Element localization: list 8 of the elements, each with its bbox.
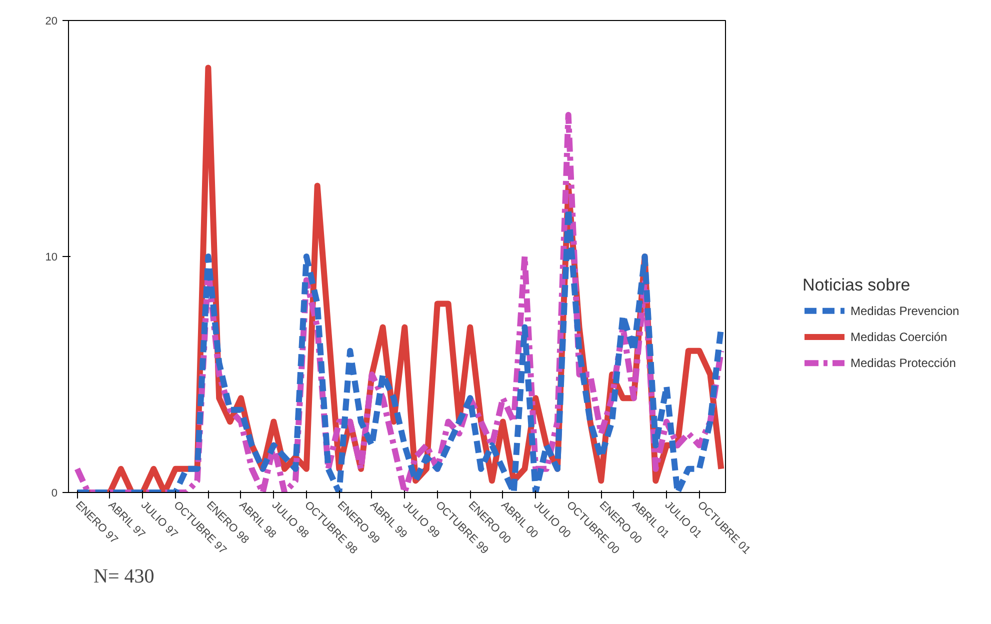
legend-label: Medidas Protección xyxy=(850,356,956,370)
y-tick-label: 20 xyxy=(45,16,58,28)
y-tick-label: 0 xyxy=(51,488,58,500)
legend-label: Medidas Coerción xyxy=(850,330,948,344)
y-tick-label: 10 xyxy=(45,252,58,264)
legend-title: Noticias sobre xyxy=(802,275,910,294)
legend-label: Medidas Prevencion xyxy=(850,304,960,318)
text: N= 430 xyxy=(94,566,154,588)
